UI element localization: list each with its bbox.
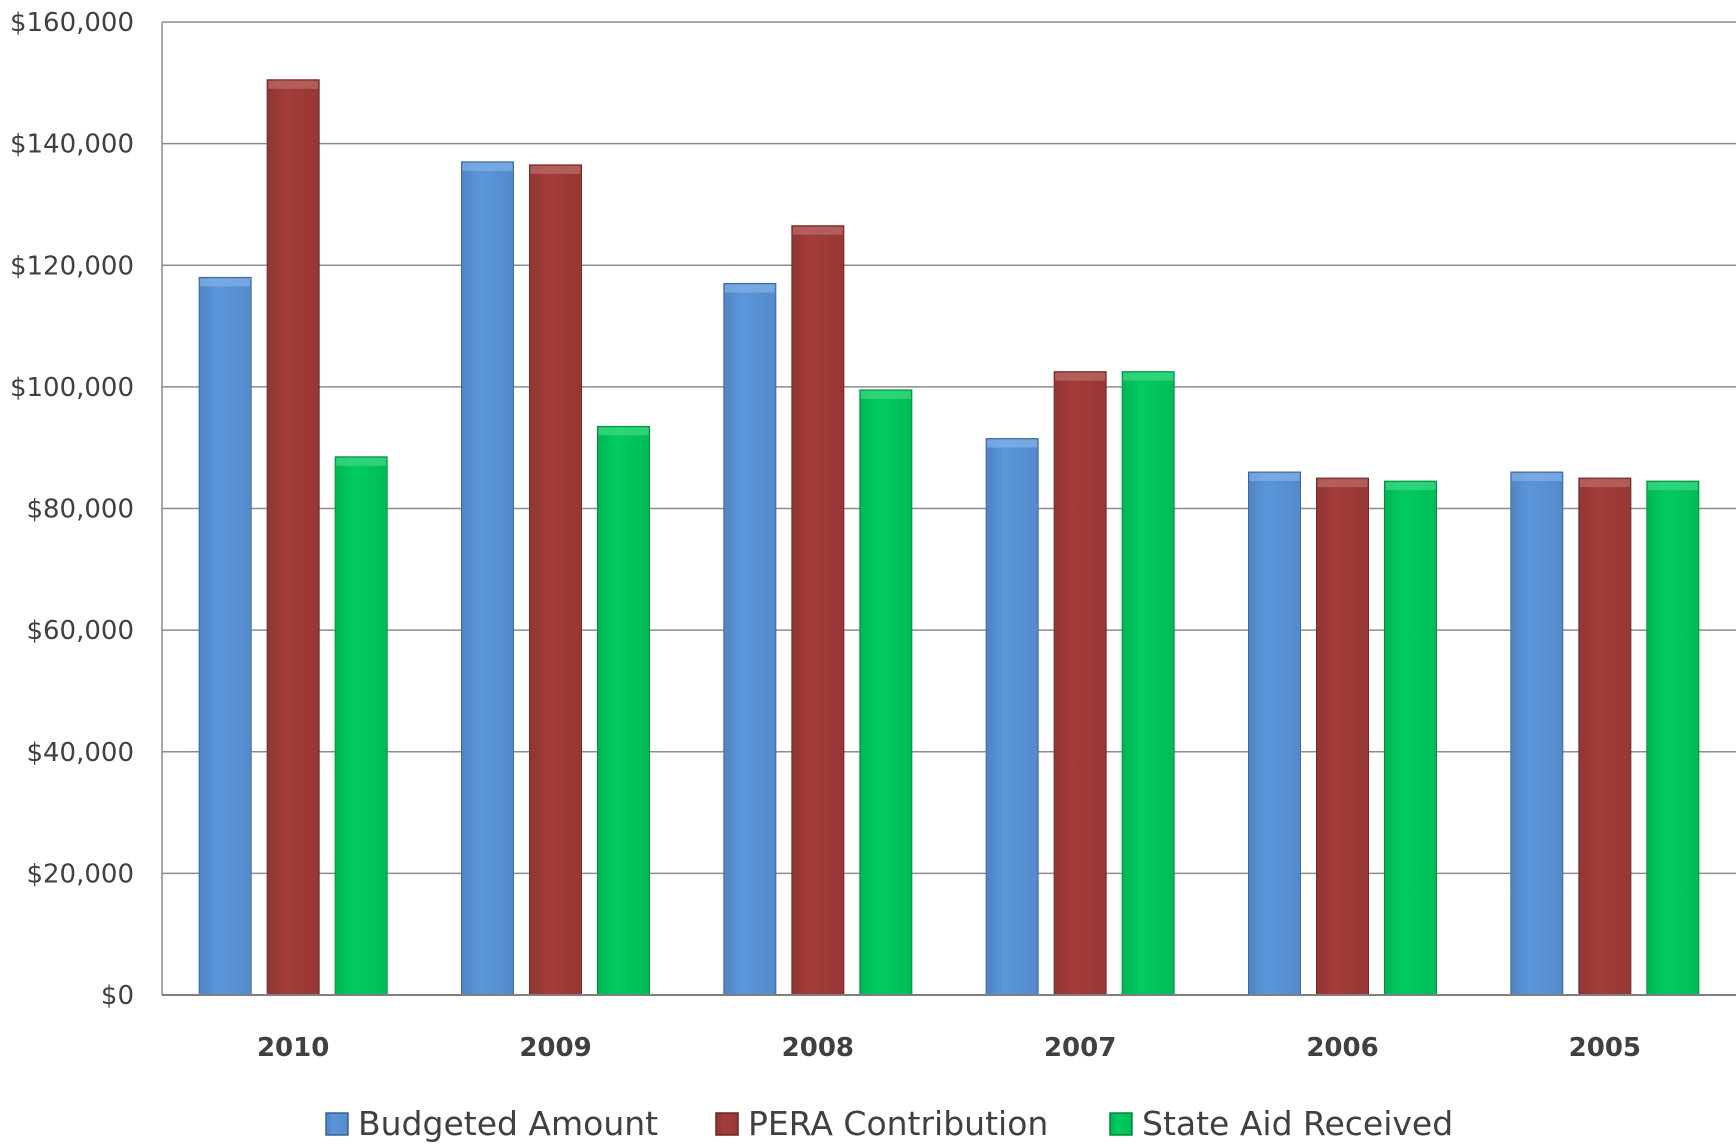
bar-top-highlight	[1511, 473, 1562, 482]
bar-pera-contribution-2007	[1053, 371, 1107, 996]
y-axis: $0 $20,000 $40,000 $60,000 $80,000 $100,000 $1…	[10, 8, 163, 1011]
bar-top-highlight	[860, 390, 911, 399]
y-tick-label: $20,000	[26, 859, 134, 889]
bar-top-highlight	[336, 457, 387, 466]
bar-top-highlight	[792, 226, 843, 235]
bar-top-highlight	[1055, 372, 1106, 381]
bar-top-highlight	[462, 162, 513, 171]
y-tick-label: $140,000	[10, 130, 134, 160]
bar-top-highlight	[1317, 479, 1368, 488]
bar-top-highlight	[268, 80, 319, 89]
bar-state-aid-received-2006	[1384, 480, 1437, 996]
bar-state-aid-received-2009	[597, 425, 650, 996]
bar-budgeted-amount-2006	[1248, 471, 1301, 996]
bar-top-highlight	[987, 439, 1038, 448]
bar-pera-contribution-2005	[1578, 477, 1632, 996]
bar-state-aid-received-2008	[859, 389, 913, 996]
bar-top-highlight	[1579, 479, 1630, 488]
bar-budgeted-amount-2009	[461, 161, 514, 996]
bar-top-highlight	[724, 284, 775, 293]
bar-state-aid-received-2010	[334, 456, 388, 996]
bars	[198, 79, 1700, 996]
x-tick-label: 2005	[1569, 1033, 1641, 1063]
bar-budgeted-amount-2008	[723, 282, 777, 996]
bar-budgeted-amount-2005	[1510, 471, 1564, 996]
y-tick-label: $0	[101, 981, 134, 1011]
legend-swatch	[1109, 1112, 1133, 1136]
legend: Budgeted Amount PERA Contribution State Ai…	[325, 1104, 1453, 1143]
x-tick-label: 2008	[782, 1033, 854, 1063]
x-tick-label: 2009	[519, 1033, 591, 1063]
y-tick-label: $80,000	[26, 495, 134, 525]
bar-pera-contribution-2010	[266, 79, 320, 996]
legend-label: State Aid Received	[1142, 1104, 1453, 1143]
bar-budgeted-amount-2010	[198, 276, 252, 996]
bar-pera-contribution-2008	[791, 225, 845, 996]
y-tick-label: $60,000	[26, 616, 134, 646]
bar-top-highlight	[1123, 372, 1174, 381]
x-tick-label: 2010	[257, 1033, 329, 1063]
x-axis: 2010 2009 2008 2007 2006 2005	[162, 994, 1736, 1063]
bar-budgeted-amount-2007	[985, 438, 1039, 996]
bar-state-aid-received-2005	[1646, 480, 1700, 996]
legend-label: PERA Contribution	[748, 1104, 1048, 1143]
bar-top-highlight	[598, 427, 649, 436]
bar-top-highlight	[200, 278, 251, 287]
legend-swatch	[715, 1112, 739, 1136]
y-tick-label: $120,000	[10, 251, 134, 281]
bar-top-highlight	[1385, 482, 1436, 491]
bar-pera-contribution-2006	[1316, 477, 1369, 996]
y-tick-label: $100,000	[10, 373, 134, 403]
legend-label: Budgeted Amount	[358, 1104, 658, 1143]
bar-pera-contribution-2009	[529, 164, 582, 996]
y-tick-label: $40,000	[26, 738, 134, 768]
legend-swatch	[325, 1112, 349, 1136]
y-tick-label: $160,000	[10, 8, 134, 38]
bar-top-highlight	[530, 165, 581, 174]
bar-top-highlight	[1249, 473, 1300, 482]
x-tick-label: 2006	[1306, 1033, 1378, 1063]
gridlines	[162, 21, 1736, 996]
bar-state-aid-received-2007	[1121, 371, 1175, 996]
x-tick-label: 2007	[1044, 1033, 1116, 1063]
bar-top-highlight	[1647, 482, 1698, 491]
